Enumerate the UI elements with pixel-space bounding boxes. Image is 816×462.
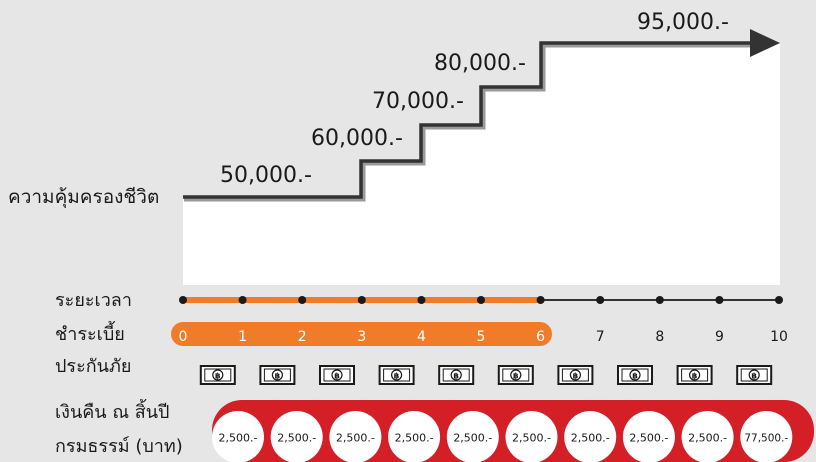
coverage-area <box>183 44 780 285</box>
year-label-4: 4 <box>417 329 426 345</box>
cashback-item: 2,500.- <box>329 411 382 462</box>
year-label-2: 2 <box>298 329 307 345</box>
cashback-circle <box>388 411 441 462</box>
banknote-row: ฿ ฿ ฿ ฿ ฿ ฿ ฿ ฿ ฿ ฿ <box>199 365 773 385</box>
svg-text:฿: ฿ <box>334 372 340 381</box>
cashback-circle <box>681 411 734 462</box>
timeline-dot-6 <box>536 296 545 304</box>
coverage-step-2: 60,000.- <box>311 126 403 151</box>
svg-text:฿: ฿ <box>275 372 281 381</box>
timeline-dot-0 <box>179 296 187 304</box>
timeline-dot-3 <box>357 296 366 304</box>
svg-text:฿: ฿ <box>453 372 459 381</box>
cashback-circle <box>329 411 382 462</box>
coverage-step-5: 95,000.- <box>637 10 729 35</box>
cashback-value: 2,500.- <box>336 432 375 445</box>
cashback-circle <box>270 411 323 462</box>
cashback-item: 2,500.- <box>446 411 499 462</box>
cashback-value: 2,500.- <box>219 432 258 445</box>
timeline-dot-4 <box>417 296 426 304</box>
cashback-value: 2,500.- <box>453 432 492 445</box>
cashback-value: 2,500.- <box>395 432 434 445</box>
cashback-circle <box>212 411 264 462</box>
baht-banknote-icon: ฿ <box>617 365 653 385</box>
cashback-item: 2,500.- <box>505 411 558 462</box>
timeline-dot-2 <box>298 296 307 304</box>
premium-label-line1: ชำระเบี้ย <box>55 321 125 345</box>
timeline-label: ระยะเวลา <box>55 290 132 311</box>
svg-text:฿: ฿ <box>632 372 638 381</box>
year-label-10: 10 <box>770 329 788 345</box>
arrow-head-icon <box>750 29 780 57</box>
cashback-label-line2: กรมธรรม์ (บาท) <box>55 436 183 457</box>
baht-banknote-icon: ฿ <box>319 365 355 385</box>
cashback-item: 2,500.- <box>681 411 734 462</box>
svg-text:฿: ฿ <box>513 372 519 381</box>
baht-banknote-icon: ฿ <box>497 365 534 385</box>
year-label-5: 5 <box>477 329 486 345</box>
cashback-circle <box>505 411 558 462</box>
baht-banknote-icon: ฿ <box>736 365 773 385</box>
baht-banknote-icon: ฿ <box>199 365 236 385</box>
cashback-item: 77,500.- <box>740 411 793 462</box>
cashback-item: 2,500.- <box>270 411 323 462</box>
year-label-8: 8 <box>655 329 664 345</box>
svg-text:฿: ฿ <box>215 372 221 381</box>
coverage-step-1: 50,000.- <box>220 163 312 188</box>
cashback-item: 2,500.- <box>388 411 441 462</box>
timeline-dot-9 <box>715 296 724 304</box>
cashback-circle <box>446 411 499 462</box>
year-label-9: 9 <box>715 329 724 345</box>
premium-label-line2: ประกันภัย <box>55 356 131 377</box>
year-label-6: 6 <box>536 329 545 345</box>
year-label-0: 0 <box>179 329 188 345</box>
cashback-circle <box>564 411 617 462</box>
timeline-dot-7 <box>596 296 605 304</box>
cashback-value: 2,500.- <box>512 432 551 445</box>
cashback-value: 2,500.- <box>277 432 316 445</box>
cashback-circles: 2,500.- 2,500.- 2,500.- 2,500.- 2,500.- 2,500… <box>212 411 793 462</box>
baht-banknote-icon: ฿ <box>259 365 296 385</box>
timeline-dot-10 <box>775 296 783 304</box>
cashback-value: 2,500.- <box>688 432 727 445</box>
cashback-value: 77,500.- <box>744 433 788 445</box>
svg-text:฿: ฿ <box>692 372 698 381</box>
cashback-item: 2,500.- <box>622 411 675 462</box>
coverage-step-line-shadow <box>184 44 754 202</box>
timeline-dot-5 <box>477 296 485 304</box>
year-label-7: 7 <box>596 329 605 345</box>
svg-text:฿: ฿ <box>394 372 400 381</box>
baht-banknote-icon: ฿ <box>557 365 594 385</box>
cashback-item: 2,500.- <box>212 411 264 462</box>
cashback-value: 2,500.- <box>629 432 668 445</box>
timeline-dot-8 <box>655 296 664 304</box>
coverage-step-3: 70,000.- <box>372 89 464 114</box>
svg-text:฿: ฿ <box>573 372 579 381</box>
baht-banknote-icon: ฿ <box>438 365 475 385</box>
cashback-circle <box>740 411 793 462</box>
cashback-label-line1: เงินคืน ณ สิ้นปี <box>55 399 169 423</box>
cashback-item: 2,500.- <box>564 411 617 462</box>
cashback-value: 2,500.- <box>571 432 610 445</box>
year-label-3: 3 <box>357 329 366 345</box>
timeline-dot-1 <box>238 296 247 304</box>
baht-banknote-icon: ฿ <box>378 365 415 385</box>
baht-banknote-icon: ฿ <box>676 365 713 385</box>
coverage-step-4: 80,000.- <box>434 51 526 76</box>
paid-years-pill <box>171 322 552 346</box>
timeline-dots <box>179 296 783 304</box>
coverage-label: ความคุ้มครองชีวิต <box>8 186 159 209</box>
cashback-circle <box>622 411 675 462</box>
year-labels: 0 1 2 3 4 5 6 7 8 9 10 <box>179 329 788 345</box>
svg-text:฿: ฿ <box>751 372 757 381</box>
year-label-1: 1 <box>238 329 247 345</box>
coverage-step-line <box>183 41 752 199</box>
